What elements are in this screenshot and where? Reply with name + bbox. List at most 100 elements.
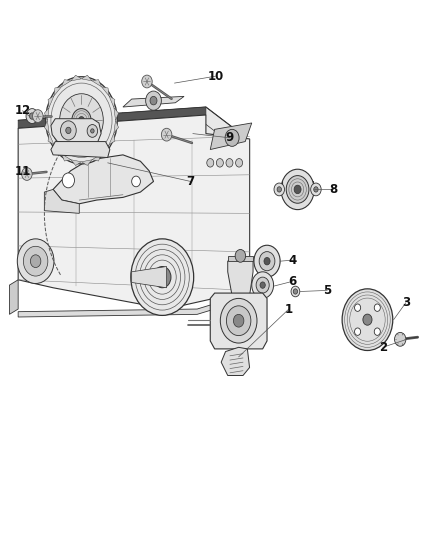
Circle shape [252, 272, 274, 298]
Circle shape [21, 167, 32, 180]
Polygon shape [18, 107, 241, 147]
Polygon shape [221, 348, 250, 375]
Circle shape [363, 314, 372, 325]
Polygon shape [54, 87, 61, 96]
Polygon shape [92, 79, 102, 87]
Text: 9: 9 [226, 131, 234, 144]
Circle shape [233, 314, 244, 327]
Circle shape [132, 176, 141, 187]
Circle shape [23, 246, 48, 276]
Polygon shape [44, 108, 49, 120]
Polygon shape [48, 96, 54, 108]
Polygon shape [44, 120, 49, 133]
Circle shape [150, 96, 157, 105]
Circle shape [314, 187, 318, 192]
Polygon shape [51, 142, 110, 158]
Circle shape [17, 239, 54, 284]
Circle shape [260, 282, 265, 288]
Circle shape [72, 109, 91, 132]
Circle shape [395, 333, 406, 346]
Circle shape [264, 257, 270, 265]
Polygon shape [109, 133, 115, 144]
Circle shape [62, 173, 74, 188]
Polygon shape [71, 160, 81, 165]
Circle shape [236, 159, 243, 167]
Text: 7: 7 [187, 175, 194, 188]
Text: 8: 8 [329, 183, 338, 196]
Circle shape [159, 273, 166, 281]
Circle shape [142, 75, 152, 88]
Circle shape [220, 298, 257, 343]
Circle shape [354, 304, 360, 311]
Circle shape [342, 289, 393, 351]
Circle shape [153, 266, 171, 288]
Text: 2: 2 [379, 341, 387, 354]
Polygon shape [114, 108, 119, 120]
Circle shape [161, 128, 172, 141]
Circle shape [131, 239, 194, 316]
Text: 11: 11 [14, 165, 31, 179]
Text: 10: 10 [207, 70, 224, 83]
Circle shape [374, 328, 380, 335]
Circle shape [354, 328, 360, 335]
Polygon shape [10, 280, 18, 314]
Polygon shape [54, 144, 61, 154]
Circle shape [274, 183, 285, 196]
Polygon shape [102, 87, 109, 96]
Polygon shape [228, 259, 253, 296]
Circle shape [207, 159, 214, 167]
Polygon shape [123, 96, 184, 107]
Circle shape [291, 286, 300, 297]
Circle shape [60, 94, 103, 147]
Text: 3: 3 [402, 296, 410, 309]
Circle shape [311, 183, 321, 196]
Circle shape [32, 110, 43, 123]
Polygon shape [210, 293, 267, 349]
Circle shape [216, 159, 223, 167]
Polygon shape [109, 96, 115, 108]
Circle shape [87, 125, 98, 138]
Text: 1: 1 [285, 303, 293, 316]
Circle shape [66, 127, 71, 134]
Circle shape [29, 113, 35, 119]
Text: 5: 5 [323, 284, 332, 297]
Text: 4: 4 [288, 254, 297, 266]
Circle shape [259, 252, 275, 271]
Polygon shape [44, 189, 79, 213]
Polygon shape [53, 155, 153, 204]
Polygon shape [102, 144, 109, 154]
Circle shape [254, 245, 280, 277]
Circle shape [293, 289, 297, 294]
Polygon shape [18, 115, 250, 309]
Polygon shape [51, 119, 101, 144]
Circle shape [235, 249, 246, 262]
Polygon shape [18, 293, 250, 317]
Polygon shape [81, 75, 92, 81]
Polygon shape [210, 123, 252, 150]
Circle shape [146, 91, 161, 110]
Polygon shape [18, 107, 206, 128]
Polygon shape [92, 154, 102, 161]
Circle shape [294, 185, 301, 193]
Circle shape [26, 109, 38, 124]
Circle shape [226, 306, 251, 336]
Circle shape [30, 255, 41, 268]
Circle shape [60, 121, 76, 140]
Circle shape [225, 130, 239, 147]
Circle shape [374, 304, 380, 311]
Circle shape [256, 277, 269, 293]
Circle shape [286, 175, 309, 203]
Circle shape [226, 159, 233, 167]
Polygon shape [132, 266, 166, 288]
Circle shape [281, 169, 314, 209]
Polygon shape [71, 75, 81, 81]
Circle shape [277, 187, 282, 192]
Polygon shape [81, 160, 92, 165]
Polygon shape [61, 154, 71, 161]
Circle shape [78, 117, 85, 124]
Polygon shape [114, 120, 119, 133]
Circle shape [46, 77, 117, 164]
Text: 6: 6 [288, 275, 297, 288]
Polygon shape [48, 133, 54, 144]
Circle shape [91, 129, 94, 133]
